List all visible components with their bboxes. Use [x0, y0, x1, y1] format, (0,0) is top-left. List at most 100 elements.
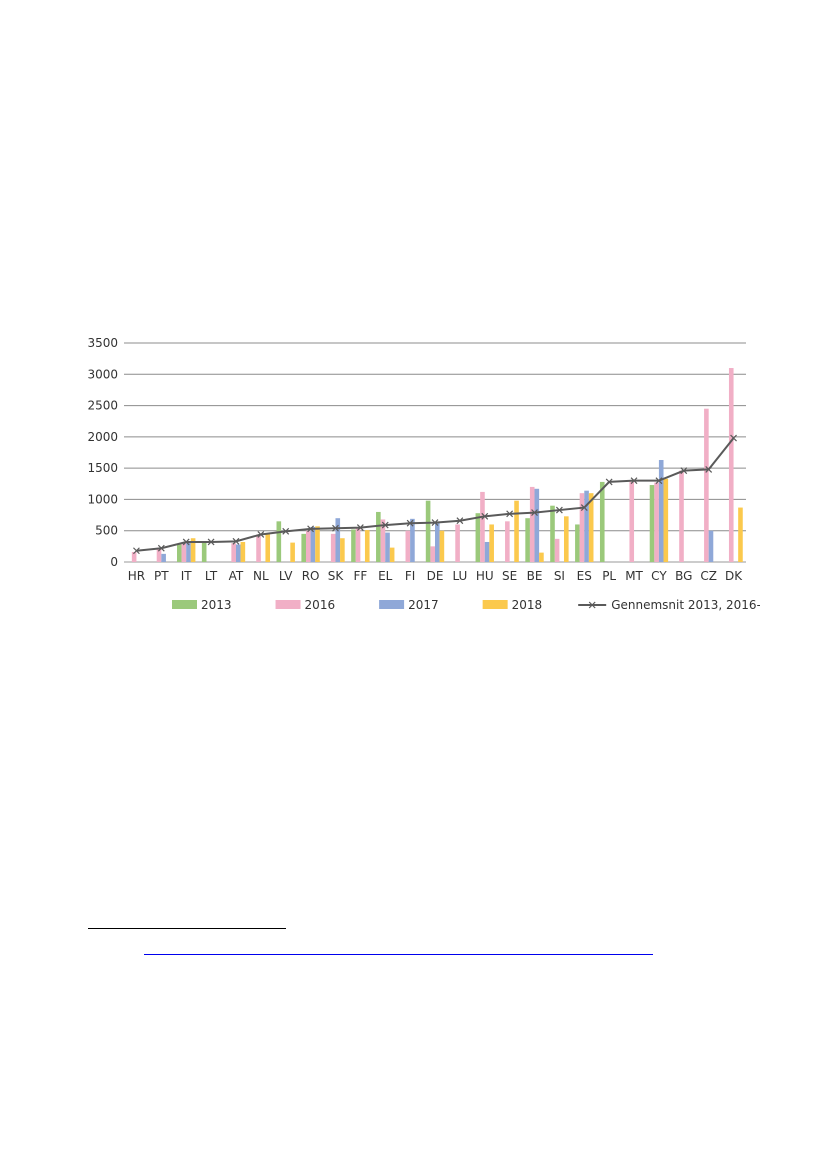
bar-2016-SE — [505, 521, 510, 562]
x-tick-label: HU — [476, 569, 494, 583]
bar-2017-IT — [186, 541, 191, 562]
bar-2016-MT — [629, 481, 635, 562]
bar-2016-NL — [256, 534, 261, 562]
x-tick-label: SE — [502, 569, 517, 583]
legend-label-2018: 2018 — [512, 598, 543, 612]
average-marker-EL — [381, 521, 389, 529]
bar-2018-CY — [663, 478, 669, 562]
bar-2018-BE — [539, 552, 544, 562]
x-tick-label: CZ — [700, 569, 717, 583]
legend-label-2016: 2016 — [305, 598, 336, 612]
x-tick-label: ES — [577, 569, 592, 583]
bar-2017-BE — [534, 488, 540, 562]
bar-2016-SI — [554, 538, 560, 562]
bar-2018-EL — [389, 547, 395, 562]
bar-2017-DE — [435, 521, 440, 562]
x-tick-label: DK — [725, 569, 743, 583]
y-tick-label: 500 — [95, 524, 118, 538]
x-tick-label: SI — [554, 569, 565, 583]
x-tick-label: FI — [405, 569, 415, 583]
bar-2016-DK — [728, 368, 734, 562]
average-marker-DE — [431, 519, 439, 527]
bar-2018-RO — [315, 526, 320, 562]
x-tick-label: IT — [181, 569, 193, 583]
footnote-link-underline[interactable] — [144, 954, 653, 955]
x-tick-label: PL — [602, 569, 616, 583]
bar-2018-SE — [514, 500, 519, 562]
average-marker-FF — [356, 524, 364, 532]
average-marker-DK — [730, 434, 737, 442]
bar-2018-LV — [290, 542, 295, 562]
average-marker-ES — [580, 504, 588, 511]
average-marker-SE — [506, 510, 514, 518]
bar-2018-ES — [588, 493, 594, 562]
average-marker-CZ — [705, 465, 713, 473]
bar-2018-FF — [364, 530, 370, 562]
bar-2016-FI — [405, 530, 411, 562]
average-marker-SI — [555, 506, 563, 514]
bar-2017-CZ — [708, 530, 714, 562]
bar-2016-CZ — [704, 408, 709, 562]
bar-2013-SI — [550, 505, 555, 562]
average-marker-BE — [531, 509, 538, 516]
legend-label-2013: 2013 — [201, 598, 232, 612]
legend-swatch-2016 — [275, 600, 301, 609]
average-marker-AT — [232, 537, 240, 545]
average-marker-FI — [406, 519, 414, 527]
average-marker-PT — [157, 544, 165, 552]
bar-2013-HU — [475, 513, 481, 562]
x-tick-label: LV — [279, 569, 293, 583]
x-tick-label: DE — [427, 569, 444, 583]
bar-2013-FF — [351, 529, 356, 562]
bar-2013-IT — [177, 544, 182, 562]
average-marker-LU — [456, 517, 464, 525]
bar-2018-SI — [564, 516, 569, 562]
bar-2017-AT — [235, 544, 241, 562]
x-tick-label: EL — [378, 569, 393, 583]
y-tick-label: 1500 — [87, 461, 118, 475]
average-marker-HR — [133, 547, 140, 555]
bar-2016-CY — [654, 482, 659, 562]
bar-2017-EL — [385, 532, 390, 562]
x-tick-label: NL — [253, 569, 269, 583]
bar-2016-BE — [529, 486, 535, 562]
average-marker-LV — [282, 527, 290, 535]
bar-2013-RO — [301, 533, 306, 562]
x-tick-label: HR — [128, 569, 145, 583]
bar-2016-HU — [480, 491, 485, 562]
y-tick-label: 3500 — [87, 336, 118, 350]
bar-2017-CY — [658, 460, 664, 562]
x-tick-label: LT — [205, 569, 218, 583]
bar-2013-EL — [376, 511, 381, 562]
bar-2017-RO — [310, 526, 316, 562]
bar-2018-DK — [738, 507, 743, 562]
bar-2017-HU — [484, 541, 490, 562]
y-tick-label: 1000 — [87, 492, 118, 506]
bar-2016-RO — [306, 530, 311, 562]
x-tick-label: AT — [229, 569, 244, 583]
bar-2018-SK — [340, 538, 345, 562]
average-marker-HU — [481, 512, 489, 520]
bar-2017-SK — [335, 518, 341, 562]
x-tick-label: PT — [154, 569, 169, 583]
bar-2016-HR — [131, 551, 137, 562]
bar-2018-HU — [489, 524, 494, 562]
bar-2013-LV — [276, 521, 282, 562]
x-tick-label: CY — [651, 569, 667, 583]
y-tick-label: 0 — [110, 555, 118, 569]
bar-2013-BE — [525, 518, 530, 562]
x-tick-label: RO — [302, 569, 320, 583]
bar-2013-DE — [425, 500, 431, 562]
legend-label-2017: 2017 — [408, 598, 439, 612]
bar-2018-AT — [240, 541, 246, 562]
bar-2017-ES — [584, 490, 589, 562]
bar-2016-AT — [231, 543, 236, 562]
bar-2016-FF — [355, 528, 361, 562]
y-tick-label: 2000 — [87, 430, 118, 444]
bar-2016-IT — [181, 543, 187, 562]
bar-2013-LT — [201, 541, 207, 562]
legend-swatch-2013 — [172, 600, 197, 609]
legend-swatch-2018 — [482, 600, 508, 609]
legend-swatch-2017 — [379, 600, 405, 609]
x-tick-label: BE — [527, 569, 543, 583]
